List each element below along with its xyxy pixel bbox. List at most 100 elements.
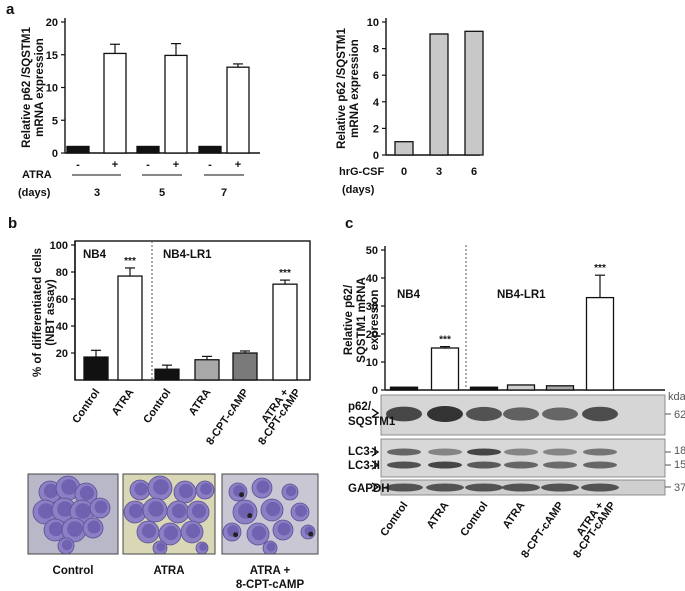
y-tick-label: 4 bbox=[373, 97, 380, 109]
blot-band bbox=[465, 483, 503, 492]
y-tick-label: 20 bbox=[46, 17, 58, 29]
cell-nucleus bbox=[67, 521, 83, 537]
blot-band bbox=[387, 448, 421, 456]
cell-nucleus bbox=[178, 483, 194, 499]
y-tick-label: 30 bbox=[366, 301, 378, 313]
blot-band bbox=[542, 407, 578, 421]
cell-nucleus bbox=[256, 480, 270, 494]
group-label: 3 bbox=[94, 187, 100, 199]
blot-band bbox=[543, 448, 577, 456]
bar bbox=[103, 52, 127, 154]
micrograph-label: ATRA + bbox=[250, 565, 291, 577]
blot-row-label: GAPDH bbox=[348, 483, 390, 495]
nbt-deposit bbox=[233, 532, 239, 538]
blot-band bbox=[467, 448, 501, 456]
bar bbox=[136, 145, 160, 154]
micrograph-border bbox=[122, 473, 216, 555]
blot-row-label: LC3-II bbox=[348, 460, 380, 472]
plot-frame bbox=[74, 240, 311, 381]
category-label: 0 bbox=[401, 166, 407, 178]
y-axis-label: mRNA expression bbox=[34, 38, 46, 137]
bar bbox=[430, 347, 460, 391]
bar bbox=[272, 283, 298, 381]
chart-b: 20 40 60 80 100 % of differentiated cells (NBT… bbox=[32, 240, 311, 447]
y-tick-label: 10 bbox=[367, 17, 379, 29]
group-label: 5 bbox=[159, 187, 165, 199]
significance-label: *** bbox=[124, 256, 136, 267]
y-tick-label: 20 bbox=[56, 348, 68, 360]
bar bbox=[117, 275, 143, 381]
y-tick-label: 2 bbox=[373, 123, 379, 135]
significance-label: *** bbox=[279, 268, 291, 279]
micrograph-image bbox=[123, 474, 215, 554]
nbt-deposit bbox=[308, 531, 314, 537]
micrograph-border bbox=[27, 473, 119, 555]
blot-band bbox=[583, 448, 617, 456]
group-axis-label: (days) bbox=[18, 187, 51, 199]
y-tick-label: 80 bbox=[56, 267, 68, 279]
bar bbox=[226, 66, 250, 154]
cell-line-label: NB4 bbox=[397, 289, 421, 301]
kda-marker: 18 bbox=[674, 445, 685, 457]
category-label: ATRA bbox=[187, 387, 214, 418]
blot-band bbox=[541, 483, 579, 492]
cell-nucleus bbox=[285, 485, 297, 497]
row-label: hrG-CSF bbox=[339, 166, 385, 178]
y-tick-label: 100 bbox=[50, 240, 68, 252]
blot-band bbox=[581, 483, 619, 492]
significance-label: *** bbox=[594, 263, 606, 274]
bar bbox=[164, 54, 188, 154]
y-tick-label: 60 bbox=[56, 294, 68, 306]
kda-header: kda bbox=[668, 391, 685, 403]
cell-nucleus bbox=[43, 483, 59, 499]
condition-label: + bbox=[112, 159, 118, 171]
panel-letter-c: c bbox=[345, 215, 353, 232]
blot-band bbox=[503, 407, 539, 421]
blot-arrow bbox=[371, 460, 380, 470]
category-label: 6 bbox=[471, 166, 477, 178]
cell-nucleus bbox=[75, 503, 91, 519]
panel-letter-a: a bbox=[6, 1, 15, 18]
category-label: Control bbox=[141, 387, 173, 426]
y-tick-label: 40 bbox=[366, 273, 378, 285]
cell-line-label: NB4 bbox=[83, 249, 107, 261]
cell-nucleus bbox=[79, 485, 95, 501]
y-tick-label: 20 bbox=[366, 329, 378, 341]
blot-band bbox=[467, 461, 501, 469]
blot-band bbox=[428, 461, 462, 469]
condition-label: + bbox=[235, 159, 241, 171]
bar bbox=[429, 33, 449, 156]
condition-label: - bbox=[146, 159, 150, 171]
chart-c: 0 10 20 30 40 50 Relative p62/SQSTM1 mRNA expre… bbox=[343, 245, 665, 397]
y-tick-label: 8 bbox=[373, 44, 379, 56]
y-axis-label: SQSTM1 mRNA bbox=[356, 277, 368, 363]
y-tick-label: 50 bbox=[366, 245, 378, 257]
micrographs: Control ATRA ATRA + 8-CPT-cAMP bbox=[27, 473, 319, 591]
blot-band bbox=[582, 406, 618, 422]
y-axis-label: Relative p62 /SQSTM1 bbox=[336, 27, 348, 148]
blot-band bbox=[387, 461, 421, 469]
blot-lane-label: Control bbox=[458, 500, 490, 539]
micrograph-label: ATRA bbox=[153, 565, 184, 577]
blot-band bbox=[428, 448, 462, 456]
blot-band bbox=[583, 461, 617, 469]
blot-band bbox=[502, 483, 540, 492]
group-label: 7 bbox=[221, 187, 227, 199]
nbt-deposit bbox=[247, 513, 253, 519]
chart-a-right: 0 2 4 6 8 10 Relative p62 /SQSTM1 mRNA expressi… bbox=[336, 17, 484, 196]
kda-marker: 37 bbox=[674, 482, 685, 494]
micrograph-image bbox=[28, 474, 118, 554]
row-label: ATRA bbox=[22, 169, 52, 181]
bar bbox=[66, 145, 90, 154]
y-axis-label: Relative p62 /SQSTM1 bbox=[21, 26, 33, 147]
category-label: 3 bbox=[436, 166, 442, 178]
cell-nucleus bbox=[265, 501, 281, 517]
micrograph-label: 8-CPT-cAMP bbox=[236, 579, 305, 591]
y-axis-label: mRNA expression bbox=[349, 39, 361, 138]
cell-nucleus bbox=[57, 501, 73, 517]
micrograph-image bbox=[222, 474, 318, 554]
blot-band bbox=[466, 406, 502, 422]
blot-band bbox=[427, 406, 463, 422]
cell-nucleus bbox=[61, 539, 73, 551]
y-axis-label: Relative p62/ bbox=[343, 284, 355, 355]
